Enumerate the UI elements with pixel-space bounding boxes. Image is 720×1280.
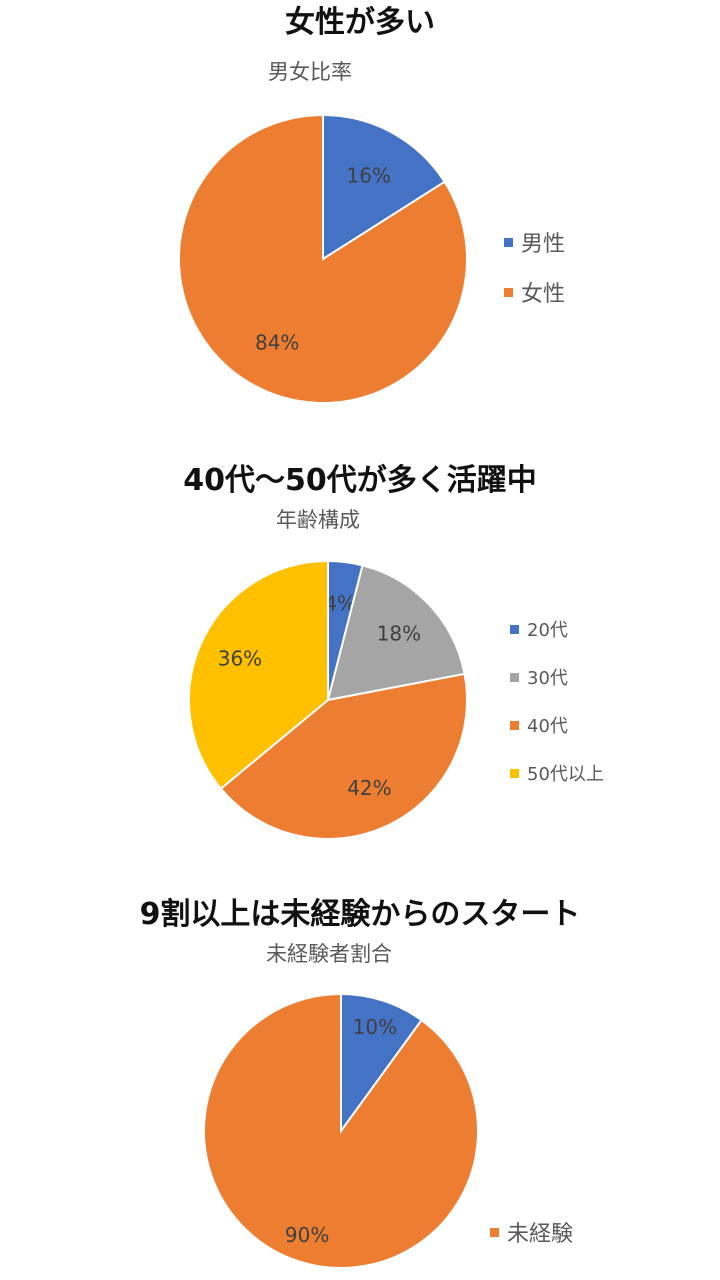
data-label-男性: 16% bbox=[347, 164, 391, 188]
chart-1-headline: 女性が多い bbox=[285, 5, 435, 40]
legend-label: 30代 bbox=[527, 668, 568, 689]
pie-slice-40代 bbox=[219, 672, 468, 840]
legend-item-未経験: 未経験 bbox=[490, 1216, 573, 1248]
data-label-未経験: 90% bbox=[285, 1223, 329, 1247]
legend-item-男性: 男性 bbox=[504, 226, 565, 258]
legend-item-40代: 40代 bbox=[510, 712, 568, 738]
legend-item-女性: 女性 bbox=[504, 276, 565, 308]
data-label-40代: 42% bbox=[347, 776, 391, 800]
legend-swatch bbox=[490, 1227, 499, 1237]
legend-swatch bbox=[510, 624, 519, 634]
pie-slice-男性 bbox=[322, 113, 446, 261]
pie-slice-未経験 bbox=[203, 992, 479, 1269]
legend-label: 50代以上 bbox=[527, 764, 604, 785]
legend-swatch bbox=[510, 720, 519, 730]
chart-1-pie: 16% 84% bbox=[178, 113, 468, 404]
chart-1-title: 男女比率 bbox=[268, 60, 352, 84]
chart-2-headline: 40代〜50代が多く活躍中 bbox=[183, 463, 537, 498]
legend-label: 20代 bbox=[527, 620, 568, 641]
chart-3-pie: 10% 90% bbox=[203, 992, 479, 1269]
legend-label: 40代 bbox=[527, 716, 568, 737]
legend-item-50代以上: 50代以上 bbox=[510, 760, 604, 786]
legend-swatch bbox=[504, 287, 513, 297]
data-label-50代以上: 36% bbox=[218, 647, 262, 671]
pie-slice-50代以上 bbox=[188, 559, 329, 791]
data-label-unlabeled: 10% bbox=[353, 1015, 397, 1039]
chart-3-title: 未経験者割合 bbox=[266, 942, 392, 966]
data-label-30代: 18% bbox=[377, 621, 421, 645]
chart-3-headline: 9割以上は未経験からのスタート bbox=[139, 897, 581, 932]
pie-slice-女性 bbox=[178, 113, 468, 404]
pie-slice-unlabeled bbox=[340, 992, 423, 1135]
legend-swatch bbox=[510, 768, 519, 778]
pie-slice-30代 bbox=[326, 564, 466, 702]
legend-item-30代: 30代 bbox=[510, 664, 568, 690]
chart-2-pie: 4%18%42%36% bbox=[188, 559, 468, 840]
legend-label: 男性 bbox=[521, 232, 566, 257]
data-label-女性: 84% bbox=[255, 330, 299, 354]
legend-swatch bbox=[504, 237, 513, 247]
legend-label: 女性 bbox=[521, 282, 566, 307]
legend-swatch bbox=[510, 672, 519, 682]
chart-2-title: 年齢構成 bbox=[276, 508, 360, 532]
legend-label: 未経験 bbox=[507, 1222, 574, 1247]
legend-item-20代: 20代 bbox=[510, 616, 568, 642]
